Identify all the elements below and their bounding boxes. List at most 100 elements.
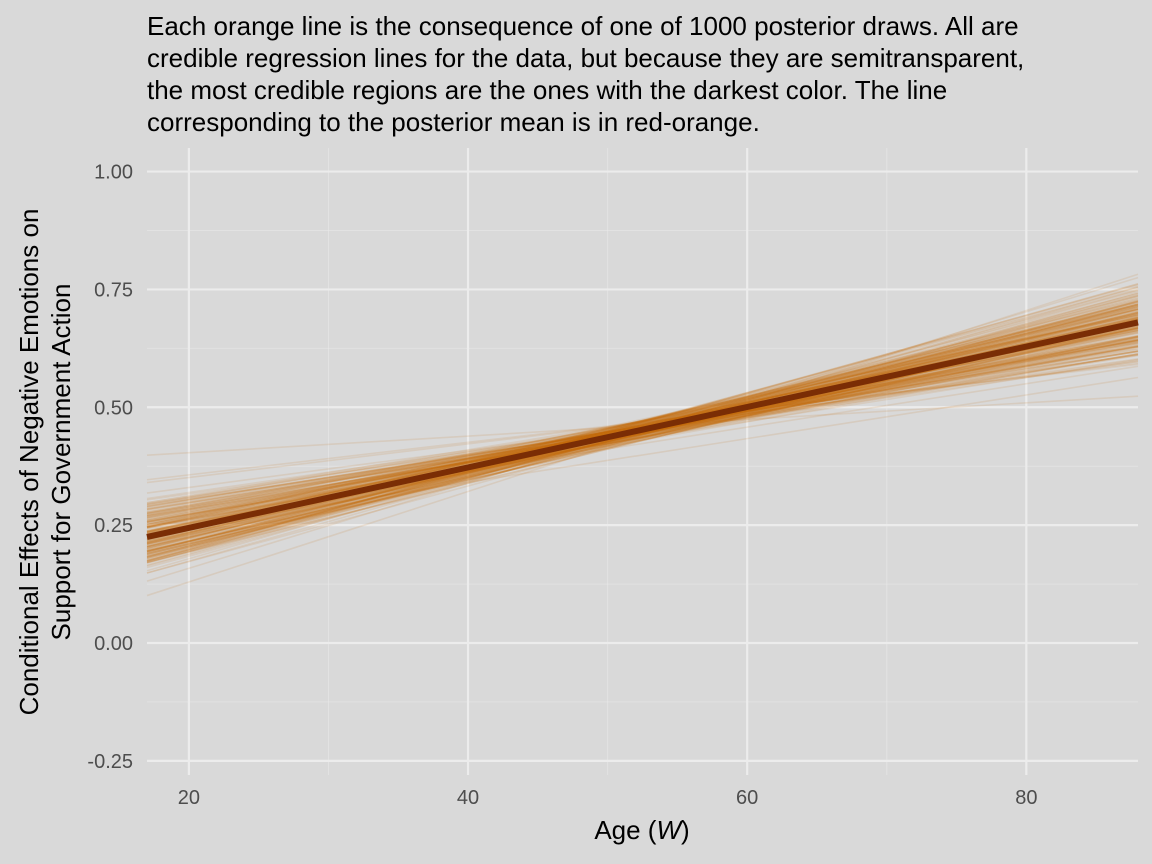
posterior-draw-line (146, 330, 1139, 545)
posterior-draw-line (146, 330, 1139, 521)
title-line: corresponding to the posterior mean is i… (147, 107, 760, 137)
posterior-draw-line (146, 340, 1139, 512)
posterior-draw-lines (146, 273, 1139, 597)
y-tick-label: 0.75 (94, 279, 133, 301)
x-tick-label: 20 (178, 787, 200, 809)
posterior-draw-line (146, 307, 1139, 536)
posterior-draw-line (146, 326, 1139, 555)
posterior-draw-line (146, 376, 1139, 534)
posterior-draw-line (146, 304, 1139, 537)
posterior-draw-line (146, 308, 1139, 533)
posterior-draw-line (146, 341, 1139, 529)
posterior-draw-line (146, 273, 1139, 597)
x-axis-label: Age (W) (594, 815, 689, 845)
x-tick-label: 40 (457, 787, 479, 809)
posterior-draw-line (146, 345, 1139, 529)
posterior-draw-line (146, 336, 1139, 530)
posterior-draw-line (146, 308, 1139, 560)
posterior-draw-line (146, 362, 1139, 484)
posterior-draw-line (146, 283, 1139, 562)
posterior-draw-line (146, 395, 1139, 457)
posterior-draw-line (146, 332, 1139, 517)
posterior-draw-line (146, 313, 1139, 528)
chart-title: Each orange line is the consequence of o… (147, 10, 1147, 138)
y-tick-label: 0.00 (94, 633, 133, 655)
posterior-draw-line (146, 339, 1139, 529)
posterior-draw-line (146, 287, 1139, 555)
posterior-draw-line (146, 327, 1139, 552)
posterior-draw-line (146, 342, 1139, 511)
y-axis-label: Support for Government Action (46, 284, 76, 641)
y-axis-ticks: -0.25 0.00 0.25 0.50 0.75 1.00 (87, 162, 133, 773)
posterior-draw-line (146, 312, 1139, 532)
gridlines (147, 148, 1138, 775)
posterior-draw-line (146, 323, 1139, 552)
posterior-draw-line (146, 301, 1139, 548)
title-line: credible regression lines for the data, … (147, 43, 1025, 73)
posterior-draw-line (146, 288, 1139, 556)
posterior-draw-line (146, 290, 1139, 562)
posterior-draw-line (146, 340, 1139, 526)
posterior-draw-line (146, 338, 1139, 514)
posterior-draw-line (146, 353, 1139, 523)
posterior-draw-line (146, 352, 1139, 528)
posterior-mean-line (146, 319, 1139, 540)
posterior-draw-line (146, 316, 1139, 534)
posterior-draw-line (146, 363, 1139, 481)
posterior-draw-line (146, 324, 1139, 555)
posterior-draw-line (146, 327, 1139, 542)
title-line: the most credible regions are the ones w… (147, 75, 948, 105)
posterior-draw-line (146, 289, 1139, 561)
posterior-draw-line (146, 338, 1139, 504)
posterior-draw-line (146, 292, 1139, 550)
posterior-draw-line (146, 313, 1139, 525)
posterior-draw-line (146, 306, 1139, 545)
x-tick-label: 60 (736, 787, 758, 809)
posterior-draw-line (146, 315, 1139, 533)
posterior-draw-line (146, 345, 1139, 530)
posterior-draw-line (146, 308, 1139, 558)
posterior-draw-line (146, 350, 1139, 523)
posterior-draw-line (146, 318, 1139, 533)
posterior-draw-line (146, 340, 1139, 505)
x-tick-label: 80 (1015, 787, 1037, 809)
posterior-draw-line (146, 303, 1139, 567)
posterior-draw-line (146, 353, 1139, 515)
posterior-draw-line (146, 284, 1139, 559)
posterior-draw-line (146, 360, 1139, 506)
posterior-draw-line (146, 306, 1139, 546)
posterior-draw-line (146, 359, 1139, 517)
posterior-draw-line (146, 365, 1139, 522)
posterior-draw-line (146, 318, 1139, 532)
posterior-draw-line (146, 354, 1139, 515)
posterior-draw-line (146, 312, 1139, 558)
y-tick-label: 1.00 (94, 162, 133, 184)
title-line: Each orange line is the consequence of o… (147, 11, 1019, 41)
posterior-draw-line (146, 297, 1139, 548)
posterior-draw-line (146, 335, 1139, 517)
posterior-draw-line (146, 285, 1139, 558)
posterior-draw-line (146, 310, 1139, 555)
posterior-draw-line (146, 299, 1139, 550)
posterior-draw-line (146, 283, 1139, 562)
x-axis-ticks: 20 40 60 80 (178, 787, 1038, 809)
posterior-draw-line (146, 341, 1139, 527)
posterior-draw-line (146, 342, 1139, 506)
posterior-draw-line (146, 301, 1139, 569)
posterior-mean-layer (146, 319, 1139, 540)
posterior-draw-line (146, 314, 1139, 528)
y-axis-label: Conditional Effects of Negative Emotions… (14, 209, 44, 716)
posterior-draw-line (146, 326, 1139, 554)
posterior-draw-line (146, 314, 1139, 529)
y-tick-label: 0.25 (94, 515, 133, 537)
y-tick-label: 0.50 (94, 397, 133, 419)
posterior-draw-line (146, 327, 1139, 549)
posterior-draw-line (146, 316, 1139, 534)
posterior-draw-line (146, 294, 1139, 554)
posterior-draw-line (146, 313, 1139, 562)
posterior-draw-line (146, 345, 1139, 508)
posterior-draw-line (146, 350, 1139, 516)
posterior-draw-line (146, 306, 1139, 535)
